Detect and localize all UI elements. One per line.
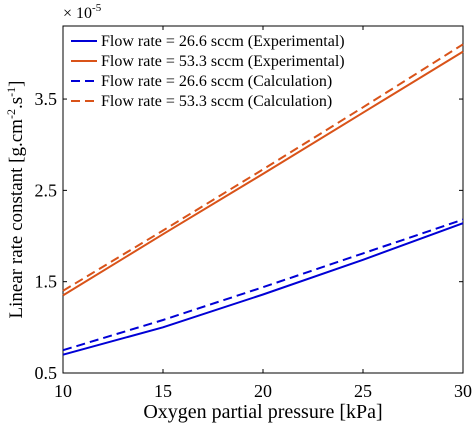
legend: Flow rate = 26.6 sccm (Experimental) Flow… <box>71 33 345 110</box>
y-tick-label: 1.5 <box>35 272 58 292</box>
y-tick-label: 3.5 <box>35 89 58 109</box>
x-tick-label: 15 <box>154 381 172 401</box>
x-tick-label: 30 <box>454 381 472 401</box>
x-tick-label: 20 <box>254 381 272 401</box>
x-tick-label: 25 <box>354 381 372 401</box>
series-line-4 <box>62 43 464 292</box>
legend-label-1: Flow rate = 26.6 sccm (Experimental) <box>101 33 345 50</box>
series-line-3 <box>62 218 464 352</box>
x-tick-label: 10 <box>54 381 72 401</box>
y-tick-label: 2.5 <box>35 180 58 200</box>
y-tick-label: 0.5 <box>35 363 58 383</box>
y-axis-label: Linear rate constant [g.cm-2.s-1] <box>4 81 27 319</box>
y-axis-multiplier: × 10-5 <box>63 2 102 22</box>
series-line-1 <box>62 222 464 356</box>
legend-label-2: Flow rate = 53.3 sccm (Experimental) <box>101 53 345 70</box>
legend-label-4: Flow rate = 53.3 sccm (Calculation) <box>101 93 332 110</box>
series-line-2 <box>62 50 464 297</box>
x-axis-label: Oxygen partial pressure [kPa] <box>143 401 382 423</box>
legend-label-3: Flow rate = 26.6 sccm (Calculation) <box>101 73 332 90</box>
